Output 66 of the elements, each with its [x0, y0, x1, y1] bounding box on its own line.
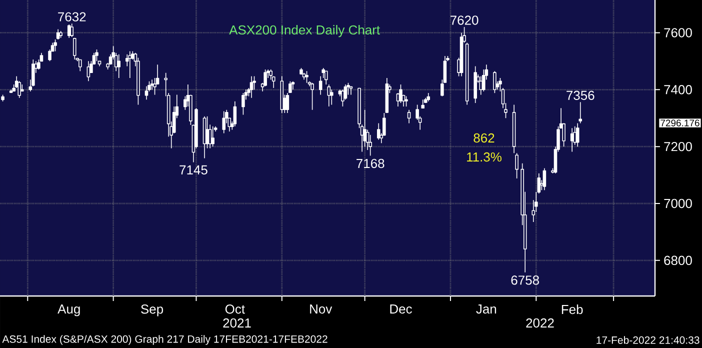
- candlestick: [327, 84, 331, 107]
- candlestick: [211, 126, 214, 147]
- y-tick-label: 7400: [664, 85, 692, 94]
- candlestick: [250, 76, 254, 98]
- candlestick: [1, 94, 4, 102]
- x-tick-label: Feb: [562, 304, 583, 314]
- candlestick: [222, 110, 226, 134]
- candlestick: [322, 68, 326, 78]
- text: 7296.176: [660, 120, 700, 126]
- candlestick: [426, 92, 430, 102]
- candlestick: [416, 104, 419, 120]
- candlestick: [20, 84, 24, 92]
- candlestick: [576, 122, 580, 147]
- candlestick: [330, 89, 334, 106]
- candlestick: [264, 69, 267, 87]
- candlestick: [269, 69, 272, 80]
- candlestick: [399, 84, 402, 104]
- candlestick: [474, 66, 477, 104]
- candlestick: [421, 99, 424, 109]
- x-tick-label: Jan: [476, 304, 496, 314]
- candlestick: [288, 80, 292, 94]
- annotation: 7356: [566, 90, 594, 100]
- candlestick: [194, 108, 198, 149]
- candlestick: [512, 104, 516, 154]
- candlestick: [382, 112, 386, 136]
- text: 2022: [526, 318, 554, 328]
- y-tick-label: 7000: [664, 198, 692, 208]
- y-tick-label: 7200: [664, 142, 692, 152]
- candlestick: [150, 79, 154, 90]
- y-tick-label: 7600: [664, 28, 692, 38]
- candlestick: [156, 64, 160, 85]
- candlestick: [346, 82, 350, 96]
- candlestick: [242, 92, 245, 116]
- x-tick-label: Dec: [390, 304, 412, 314]
- candlestick: [376, 122, 380, 140]
- annotation: 862: [474, 133, 494, 143]
- text: ASX200 Index Daily Chart: [229, 25, 380, 38]
- candlestick: [144, 86, 148, 100]
- y-tick-label: 6800: [664, 256, 692, 266]
- annotation: 7632: [58, 12, 86, 22]
- x-tick-label: Sep: [141, 304, 164, 316]
- annotation: 7620: [450, 16, 478, 25]
- text: 2021: [223, 318, 251, 328]
- candlestick: [305, 70, 308, 84]
- text: AS51 Index (S&P/ASX 200) Graph 217 Daily 17FEB2021-17FEB2022: [2, 335, 328, 345]
- candlestick: [570, 128, 574, 152]
- annotation: 11.3%: [467, 152, 502, 162]
- x-tick-label: Nov: [310, 304, 332, 314]
- x-tick-label: Oct: [225, 304, 245, 314]
- text: 17-Feb-2022 21:40:33: [596, 336, 700, 344]
- candlestick: [300, 68, 303, 75]
- candlestick: [54, 39, 57, 52]
- candlestick: [117, 54, 120, 78]
- candlestick: [318, 76, 322, 96]
- x-tick-label: Aug: [58, 304, 80, 316]
- candlestick: [404, 96, 408, 107]
- candlestick: [407, 109, 411, 124]
- candlestick: [578, 102, 582, 124]
- candlestick: [291, 80, 295, 90]
- annotation: 7168: [356, 158, 384, 168]
- candlestick: [72, 38, 76, 60]
- candlestick: [95, 49, 98, 62]
- annotation: 6758: [511, 276, 539, 285]
- annotation: 7145: [180, 165, 208, 174]
- candlestick: [18, 80, 21, 98]
- candlestick: [465, 42, 469, 106]
